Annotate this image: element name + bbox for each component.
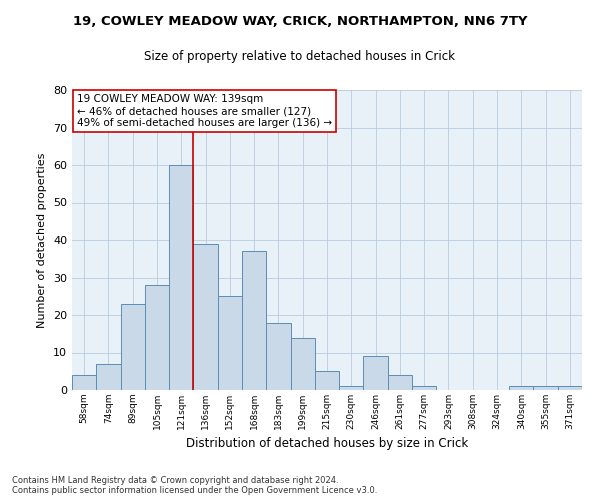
- Text: 19, COWLEY MEADOW WAY, CRICK, NORTHAMPTON, NN6 7TY: 19, COWLEY MEADOW WAY, CRICK, NORTHAMPTO…: [73, 15, 527, 28]
- Bar: [509, 386, 533, 390]
- Bar: [242, 251, 266, 390]
- Bar: [218, 296, 242, 390]
- X-axis label: Distribution of detached houses by size in Crick: Distribution of detached houses by size …: [186, 438, 468, 450]
- Bar: [121, 304, 145, 390]
- Bar: [558, 386, 582, 390]
- Bar: [315, 371, 339, 390]
- Bar: [412, 386, 436, 390]
- Bar: [388, 375, 412, 390]
- Text: Contains HM Land Registry data © Crown copyright and database right 2024.
Contai: Contains HM Land Registry data © Crown c…: [12, 476, 377, 495]
- Bar: [96, 364, 121, 390]
- Text: 19 COWLEY MEADOW WAY: 139sqm
← 46% of detached houses are smaller (127)
49% of s: 19 COWLEY MEADOW WAY: 139sqm ← 46% of de…: [77, 94, 332, 128]
- Bar: [266, 322, 290, 390]
- Y-axis label: Number of detached properties: Number of detached properties: [37, 152, 47, 328]
- Bar: [72, 375, 96, 390]
- Bar: [533, 386, 558, 390]
- Bar: [169, 165, 193, 390]
- Bar: [364, 356, 388, 390]
- Text: Size of property relative to detached houses in Crick: Size of property relative to detached ho…: [145, 50, 455, 63]
- Bar: [290, 338, 315, 390]
- Bar: [145, 285, 169, 390]
- Bar: [193, 244, 218, 390]
- Bar: [339, 386, 364, 390]
